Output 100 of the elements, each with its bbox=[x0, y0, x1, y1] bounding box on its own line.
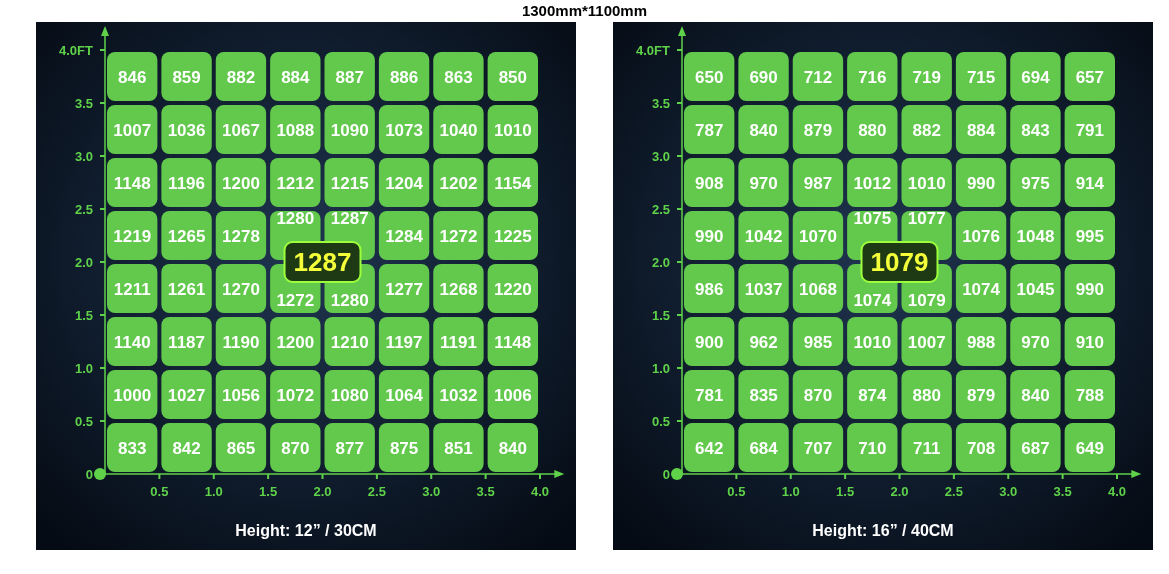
data-label: 1036 bbox=[167, 120, 206, 140]
data-label: 880 bbox=[858, 120, 887, 140]
data-label: 843 bbox=[1021, 120, 1050, 140]
data-label: 690 bbox=[749, 67, 778, 87]
data-label: 1278 bbox=[222, 226, 260, 246]
data-label: 649 bbox=[1075, 438, 1104, 458]
data-label: 880 bbox=[912, 385, 941, 405]
data-label: 1072 bbox=[276, 385, 315, 405]
data-label: 1007 bbox=[113, 120, 152, 140]
y-tick-label: 4.0FT bbox=[636, 43, 671, 58]
data-label: 1010 bbox=[853, 332, 892, 352]
data-label: 1197 bbox=[385, 332, 423, 352]
x-tick-label: 2.0 bbox=[313, 484, 332, 499]
data-label: 1148 bbox=[113, 173, 151, 193]
data-label: 707 bbox=[803, 438, 833, 458]
data-label: 1042 bbox=[744, 226, 783, 246]
data-label: 879 bbox=[803, 120, 833, 140]
y-tick-label: 0.5 bbox=[651, 414, 670, 429]
data-label: 886 bbox=[389, 67, 419, 87]
data-label: 884 bbox=[281, 67, 311, 87]
x-tick-label: 2.5 bbox=[944, 484, 963, 499]
y-tick-label: 0 bbox=[85, 467, 93, 482]
data-label: 1027 bbox=[167, 385, 206, 405]
data-label: 1064 bbox=[385, 385, 424, 405]
data-label: 840 bbox=[1021, 385, 1050, 405]
y-tick-label: 1.5 bbox=[74, 308, 93, 323]
data-label: 990 bbox=[695, 226, 724, 246]
data-label: 1215 bbox=[330, 173, 369, 193]
data-label: 1068 bbox=[799, 279, 837, 299]
data-label: 1187 bbox=[168, 332, 206, 352]
data-label: 840 bbox=[749, 120, 778, 140]
data-label: 985 bbox=[803, 332, 833, 352]
data-label: 716 bbox=[858, 67, 887, 87]
y-tick-label: 0.5 bbox=[74, 414, 93, 429]
data-label: 1077 bbox=[907, 209, 946, 228]
x-tick-label: 3.0 bbox=[999, 484, 1018, 499]
data-label: 1090 bbox=[330, 120, 369, 140]
data-label: 874 bbox=[858, 385, 888, 405]
data-label: 1076 bbox=[962, 226, 1000, 246]
y-tick-label: 2.0 bbox=[74, 255, 93, 270]
data-label: 1045 bbox=[1016, 279, 1055, 299]
data-label: 1220 bbox=[493, 279, 532, 299]
data-label: 1191 bbox=[439, 332, 477, 352]
data-label: 1277 bbox=[385, 279, 423, 299]
y-tick-label: 2.0 bbox=[651, 255, 670, 270]
data-label: 1037 bbox=[744, 279, 783, 299]
data-label: 712 bbox=[803, 67, 833, 87]
data-label: 1010 bbox=[493, 120, 532, 140]
data-label: 1190 bbox=[222, 332, 260, 352]
data-label: 990 bbox=[1075, 279, 1104, 299]
data-label: 1006 bbox=[493, 385, 532, 405]
data-label: 962 bbox=[749, 332, 778, 352]
data-label: 1268 bbox=[439, 279, 478, 299]
x-tick-label: 0.5 bbox=[150, 484, 169, 499]
data-label: 882 bbox=[226, 67, 256, 87]
data-label: 1265 bbox=[167, 226, 206, 246]
data-label: 1140 bbox=[113, 332, 151, 352]
data-label: 1272 bbox=[276, 291, 315, 310]
data-label: 687 bbox=[1021, 438, 1050, 458]
data-label: 1280 bbox=[276, 209, 315, 228]
x-tick-label: 2.5 bbox=[367, 484, 386, 499]
data-label: 882 bbox=[912, 120, 941, 140]
data-label: 1225 bbox=[493, 226, 532, 246]
y-tick-label: 0 bbox=[662, 467, 670, 482]
data-label: 642 bbox=[695, 438, 724, 458]
x-tick-label: 3.0 bbox=[422, 484, 441, 499]
chart-title: 1300mm*1100mm bbox=[521, 2, 648, 19]
y-tick-label: 3.5 bbox=[74, 96, 93, 111]
data-label: 970 bbox=[749, 173, 778, 193]
data-label: 1012 bbox=[853, 173, 892, 193]
data-label: 970 bbox=[1021, 332, 1050, 352]
data-label: 1010 bbox=[907, 173, 946, 193]
data-label: 1210 bbox=[330, 332, 369, 352]
data-label: 787 bbox=[695, 120, 724, 140]
data-label: 875 bbox=[389, 438, 419, 458]
data-label: 1204 bbox=[385, 173, 424, 193]
data-label: 1270 bbox=[222, 279, 260, 299]
x-axis-title: Height: 16” / 40CM bbox=[812, 522, 954, 539]
data-label: 1211 bbox=[113, 279, 151, 299]
data-label: 850 bbox=[498, 67, 527, 87]
data-label: 900 bbox=[695, 332, 724, 352]
data-label: 1073 bbox=[385, 120, 423, 140]
data-label: 879 bbox=[966, 385, 996, 405]
data-label: 1212 bbox=[276, 173, 315, 193]
y-tick-label: 1.5 bbox=[651, 308, 670, 323]
data-label: 715 bbox=[966, 67, 996, 87]
x-tick-label: 1.0 bbox=[204, 484, 223, 499]
y-tick-label: 3.0 bbox=[651, 149, 670, 164]
data-label: 1196 bbox=[168, 173, 206, 193]
x-tick-label: 2.0 bbox=[890, 484, 909, 499]
data-label: 908 bbox=[695, 173, 724, 193]
data-label: 1284 bbox=[385, 226, 424, 246]
data-label: 1075 bbox=[853, 209, 892, 228]
data-label: 1202 bbox=[439, 173, 478, 193]
data-label: 791 bbox=[1075, 120, 1104, 140]
data-label: 910 bbox=[1075, 332, 1104, 352]
data-label: 1148 bbox=[494, 332, 532, 352]
data-label: 863 bbox=[444, 67, 473, 87]
data-label: 1007 bbox=[907, 332, 946, 352]
x-tick-label: 0.5 bbox=[727, 484, 746, 499]
